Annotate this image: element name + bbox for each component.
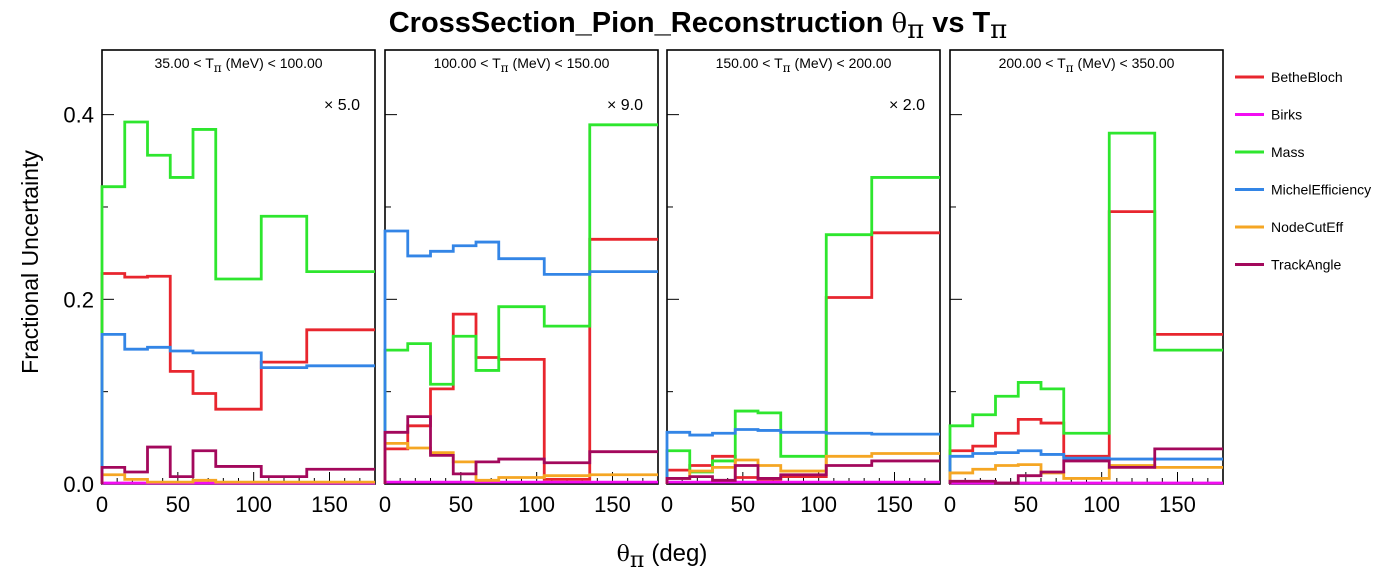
x-tick-label: 100 bbox=[235, 492, 272, 517]
series-nodecuteff-line bbox=[665, 452, 940, 484]
legend-label: BetheBloch bbox=[1271, 69, 1343, 85]
x-tick-label: 100 bbox=[800, 492, 837, 517]
panel-frame bbox=[666, 49, 941, 485]
series-trackangle-line bbox=[383, 415, 658, 484]
x-tick-label: 100 bbox=[1083, 492, 1120, 517]
legend-label: NodeCutEff bbox=[1271, 219, 1343, 235]
x-tick-label: 150 bbox=[1159, 492, 1196, 517]
series-birks-line bbox=[948, 481, 1223, 485]
series-trackangle-line bbox=[100, 445, 375, 484]
panel-4: 0 50 100 150 200.00 < Tπ (MeV) < 350.00 bbox=[944, 49, 1224, 517]
series-michelefficiency-line bbox=[948, 449, 1223, 484]
panels: 0 50 100 150 35.00 < Tπ (MeV) < 100.00 × 5.0 0 5… bbox=[63, 49, 1224, 517]
series-bethebloch-line bbox=[948, 210, 1223, 484]
legend: BetheBloch Birks Mass MichelEfficiency NodeC… bbox=[1235, 69, 1371, 273]
panel-frame bbox=[384, 49, 659, 485]
x-tick-label: 0 bbox=[661, 492, 673, 517]
scale-factor-label: × 5.0 bbox=[324, 97, 360, 114]
x-tick-label: 0 bbox=[944, 492, 956, 517]
y-axis-label: Fractional Uncertainty bbox=[17, 150, 43, 374]
panel-1: 0 50 100 150 35.00 < Tπ (MeV) < 100.00 × 5.0 bbox=[96, 49, 376, 517]
y-tick-labels: 0.0 0.2 0.4 bbox=[63, 103, 94, 497]
series-michelefficiency-line bbox=[665, 428, 940, 484]
x-tick-label: 50 bbox=[166, 492, 190, 517]
panel-2: 0 50 100 150 100.00 < Tπ (MeV) < 150.00 × 9.0 bbox=[379, 49, 659, 517]
legend-label: Mass bbox=[1271, 144, 1304, 160]
series-bethebloch-line bbox=[100, 272, 375, 484]
x-tick-label: 150 bbox=[594, 492, 631, 517]
x-tick-label: 50 bbox=[1014, 492, 1038, 517]
y-tick-label: 0.2 bbox=[63, 287, 94, 312]
scale-factor-label: × 9.0 bbox=[607, 97, 643, 114]
y-tick-label: 0.4 bbox=[63, 103, 94, 128]
series-birks-line bbox=[383, 480, 658, 484]
x-tick-label: 150 bbox=[311, 492, 348, 517]
legend-item-mass: Mass bbox=[1235, 144, 1304, 160]
x-tick-label: 150 bbox=[876, 492, 913, 517]
series-michelefficiency-line bbox=[383, 229, 658, 484]
series-mass-line bbox=[948, 131, 1223, 484]
panel-title: 200.00 < Tπ (MeV) < 350.00 bbox=[999, 55, 1175, 75]
panel-title: 35.00 < Tπ (MeV) < 100.00 bbox=[154, 55, 322, 75]
panel-3: 0 50 100 150 150.00 < Tπ (MeV) < 200.00 × 2.0 bbox=[661, 49, 941, 517]
legend-item-bethebloch: BetheBloch bbox=[1235, 69, 1343, 85]
legend-item-michelefficiency: MichelEfficiency bbox=[1235, 182, 1371, 198]
x-tick-label: 50 bbox=[449, 492, 473, 517]
legend-label: Birks bbox=[1271, 107, 1302, 123]
series-nodecuteff-line bbox=[948, 463, 1223, 484]
series-michelefficiency-line bbox=[100, 333, 375, 484]
series-trackangle-line bbox=[948, 447, 1223, 485]
legend-item-birks: Birks bbox=[1235, 107, 1302, 123]
legend-item-trackangle: TrackAngle bbox=[1235, 257, 1342, 273]
x-tick-label: 0 bbox=[96, 492, 108, 517]
x-tick-label: 0 bbox=[379, 492, 391, 517]
series-nodecuteff-line bbox=[100, 473, 375, 484]
legend-label: MichelEfficiency bbox=[1271, 182, 1371, 198]
legend-item-nodecuteff: NodeCutEff bbox=[1235, 219, 1343, 235]
legend-label: TrackAngle bbox=[1271, 257, 1342, 273]
panel-frame bbox=[949, 49, 1224, 485]
series-nodecuteff-line bbox=[383, 441, 658, 484]
series-mass-line bbox=[100, 120, 375, 484]
panel-frame bbox=[101, 49, 376, 485]
scale-factor-label: × 2.0 bbox=[889, 97, 925, 114]
series-bethebloch-line bbox=[665, 231, 940, 484]
y-tick-label: 0.0 bbox=[63, 472, 94, 497]
x-tick-label: 50 bbox=[731, 492, 755, 517]
series-mass-line bbox=[665, 176, 940, 484]
x-axis-label: θπ (deg) bbox=[617, 540, 708, 572]
panel-title: 100.00 < Tπ (MeV) < 150.00 bbox=[434, 55, 610, 75]
chart-title: CrossSection_Pion_Reconstruction θπ vs Tπ bbox=[389, 7, 1008, 45]
series-birks-line bbox=[665, 480, 940, 484]
series-mass-line bbox=[383, 123, 658, 484]
panel-title: 150.00 < Tπ (MeV) < 200.00 bbox=[716, 55, 892, 75]
x-tick-label: 100 bbox=[518, 492, 555, 517]
series-trackangle-line bbox=[665, 459, 940, 484]
